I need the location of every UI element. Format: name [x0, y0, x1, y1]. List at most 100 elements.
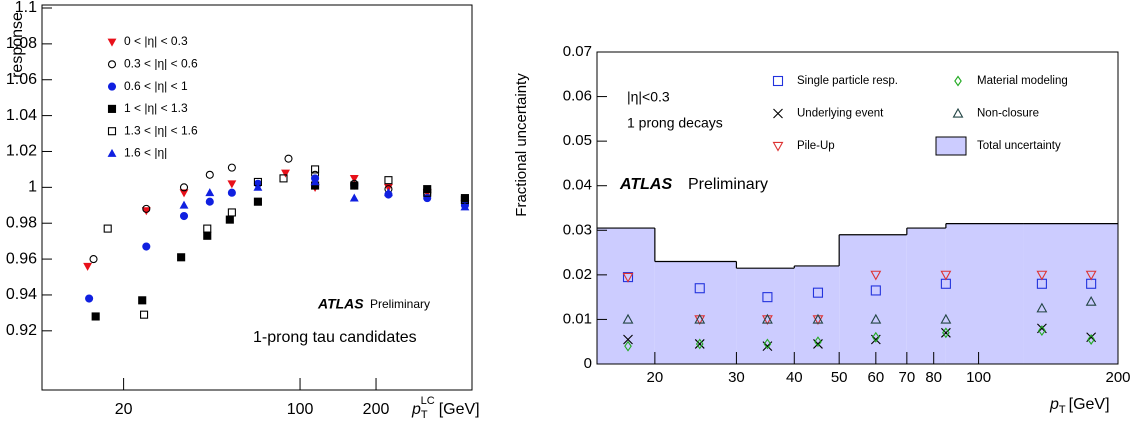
data-point: [1085, 295, 1097, 306]
y-tick-label: 0.94: [6, 286, 37, 303]
data-point: [814, 336, 822, 348]
data-point: [384, 188, 393, 197]
data-point: [622, 272, 634, 283]
legend-marker: [107, 148, 117, 157]
data-point: [1087, 334, 1095, 345]
legend-marker: [772, 75, 784, 87]
x-label-sub: T: [421, 409, 428, 421]
legend-label: 0 < |η| < 0.3: [124, 34, 188, 48]
data-point: [179, 183, 189, 192]
total-uncertainty-bin: [654, 261, 737, 364]
x-label-unit: [GeV]: [439, 401, 480, 418]
data-point: [812, 313, 824, 324]
y-tick-label: 0.03: [563, 221, 592, 238]
y-tick-label: 0.01: [563, 310, 592, 327]
data-point: [227, 180, 237, 189]
plot-frame: [596, 51, 1119, 365]
data-point: [870, 285, 881, 296]
y-tick-label: 1: [28, 179, 37, 196]
x-label-sub: T: [1059, 404, 1066, 416]
data-point: [91, 312, 100, 321]
x-label-unit: [GeV]: [1069, 396, 1110, 413]
data-point: [941, 327, 951, 338]
data-point: [179, 200, 189, 209]
legend-label: 0.3 < |η| < 0.6: [124, 56, 198, 70]
data-point: [349, 175, 359, 184]
data-point: [694, 283, 705, 294]
x-tick-label: 40: [786, 369, 803, 386]
data-point: [205, 188, 215, 197]
data-point: [423, 194, 432, 203]
data-point: [872, 331, 880, 343]
x-tick-label: 200: [363, 401, 390, 418]
data-point: [203, 231, 212, 240]
data-point: [423, 188, 432, 197]
data-point: [142, 204, 151, 213]
data-point: [624, 340, 632, 352]
plot-frame: [41, 4, 473, 391]
legend-marker: [952, 107, 964, 118]
x-label-sup: LC: [421, 395, 435, 407]
x-tick-label: 70: [898, 369, 915, 386]
data-point: [203, 224, 212, 233]
data-point: [227, 208, 236, 217]
data-point: [940, 313, 952, 324]
data-point: [761, 313, 773, 324]
legend-marker: [107, 38, 117, 47]
data-point: [311, 165, 320, 174]
data-point: [1085, 270, 1097, 281]
annotation: Preliminary: [370, 297, 430, 311]
data-point: [179, 189, 189, 198]
x-tick-label: 30: [728, 369, 745, 386]
x-tick-label: 100: [966, 369, 991, 386]
y-tick-label: 1.06: [6, 71, 37, 88]
x-tick-label: 100: [287, 401, 314, 418]
data-point: [350, 181, 359, 190]
legend-label: Material modeling: [977, 75, 1068, 87]
y-tick-label: 0: [584, 355, 592, 372]
annotation: ATLAS: [619, 176, 672, 193]
legend-label: 1.6 < |η|: [124, 146, 167, 160]
legend-marker: [107, 127, 117, 136]
y-tick-label: 1.02: [6, 143, 37, 160]
x-label-symbol: p: [411, 401, 421, 418]
data-point: [762, 292, 773, 303]
data-point: [940, 270, 952, 281]
legend-label: Pile-Up: [797, 140, 835, 152]
data-point: [227, 188, 236, 197]
x-axis-label: pT [GeV]: [1049, 396, 1110, 416]
y-axis-label: Fractional uncertainty: [513, 73, 530, 217]
total-uncertainty-bin: [906, 228, 946, 364]
data-point: [284, 154, 293, 163]
legend-label: 0.6 < |η| < 1: [124, 79, 188, 93]
legend-label: Non-closure: [977, 108, 1039, 120]
y-tick-label: 1.1: [15, 0, 37, 16]
data-point: [1036, 302, 1048, 313]
legend-marker: [107, 104, 117, 113]
y-tick-label: 0.06: [563, 88, 592, 105]
x-tick-label: 60: [867, 369, 884, 386]
data-point: [205, 170, 214, 179]
y-tick-label: 0.07: [563, 43, 592, 60]
data-point: [141, 207, 151, 216]
data-point: [1038, 325, 1046, 337]
annotation: Preliminary: [688, 176, 768, 193]
data-point: [138, 296, 147, 305]
data-point: [384, 176, 393, 185]
y-tick-label: 0.98: [6, 214, 37, 231]
data-point: [694, 313, 706, 324]
x-tick-label: 20: [115, 401, 133, 418]
data-point: [623, 334, 633, 345]
legend-marker: [107, 60, 117, 69]
x-axis-label: pT LC [GeV]: [411, 395, 480, 421]
legend-label: Underlying event: [797, 108, 884, 120]
legend-swatch: [935, 136, 967, 156]
legend-label: 1 < |η| < 1.3: [124, 101, 188, 115]
data-point: [281, 169, 290, 178]
data-point: [142, 242, 151, 251]
x-tick-label: 20: [647, 369, 664, 386]
legend-marker: [954, 75, 962, 87]
data-point: [1036, 270, 1048, 281]
legend-marker: [772, 141, 784, 152]
data-point: [942, 327, 950, 339]
